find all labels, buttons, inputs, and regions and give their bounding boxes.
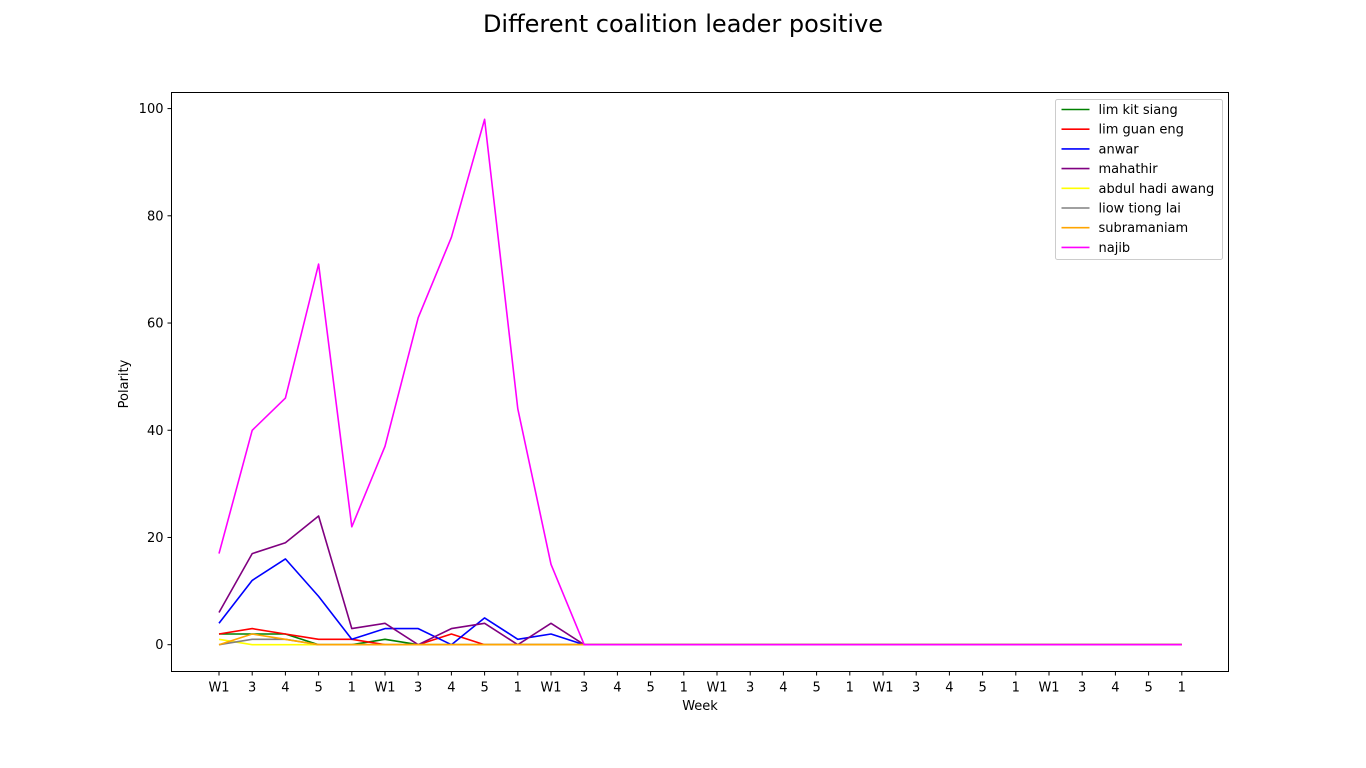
x-tick-label: W1 bbox=[1038, 681, 1059, 696]
x-tick-label: 3 bbox=[414, 681, 422, 696]
legend-label: liow tiong lai bbox=[1099, 202, 1181, 217]
x-tick-label: W1 bbox=[872, 681, 893, 696]
x-tick-label: 5 bbox=[978, 681, 986, 696]
x-tick-label: 3 bbox=[248, 681, 256, 696]
x-tick-label: 1 bbox=[846, 681, 854, 696]
x-tick-label: 5 bbox=[314, 681, 322, 696]
legend: lim kit siang lim guan eng anwar mahathir ab… bbox=[1055, 99, 1223, 260]
series-line-mahathir bbox=[218, 515, 1182, 646]
x-tick-label: 4 bbox=[1111, 681, 1119, 696]
x-tick-label: 3 bbox=[1078, 681, 1086, 696]
x-tick-label: 4 bbox=[613, 681, 621, 696]
legend-label: lim guan eng bbox=[1099, 123, 1184, 138]
legend-box bbox=[1055, 99, 1223, 260]
y-axis-label: Polarity bbox=[117, 359, 132, 408]
x-tick-label: 4 bbox=[447, 681, 455, 696]
x-tick-label: 5 bbox=[812, 681, 820, 696]
x-axis-label: Week bbox=[682, 699, 718, 714]
x-tick-label: 3 bbox=[912, 681, 920, 696]
x-axis: W1 3 4 5 1 W1 3 4 5 1 W1 3 4 5 1 W1 3 4 5 1 W1 3 4 5 1 W1 3 4 5 1 bbox=[208, 671, 1186, 696]
legend-label: mahathir bbox=[1099, 162, 1159, 177]
series-line-anwar bbox=[218, 558, 1182, 646]
y-axis: 0 20 40 60 80 100 bbox=[139, 102, 172, 653]
x-tick-label: 3 bbox=[580, 681, 588, 696]
x-tick-label: 5 bbox=[1144, 681, 1152, 696]
y-tick-label: 60 bbox=[147, 317, 164, 332]
legend-label: najib bbox=[1099, 241, 1131, 256]
x-tick-label: W1 bbox=[706, 681, 727, 696]
x-tick-label: 4 bbox=[281, 681, 289, 696]
x-tick-label: 1 bbox=[514, 681, 522, 696]
x-tick-label: 1 bbox=[1178, 681, 1186, 696]
chart-title: Different coalition leader positive bbox=[482, 10, 884, 38]
y-tick-label: 80 bbox=[147, 209, 164, 224]
y-tick-label: 20 bbox=[147, 531, 164, 546]
plot-lines bbox=[218, 118, 1182, 646]
legend-label: abdul hadi awang bbox=[1099, 182, 1215, 197]
y-tick-label: 40 bbox=[147, 424, 164, 439]
series-line-najib bbox=[218, 118, 1182, 646]
x-tick-label: 5 bbox=[646, 681, 654, 696]
legend-label: anwar bbox=[1099, 142, 1140, 157]
legend-label: lim kit siang bbox=[1099, 103, 1178, 118]
x-tick-label: 1 bbox=[348, 681, 356, 696]
x-tick-label: 4 bbox=[779, 681, 787, 696]
x-tick-label: W1 bbox=[374, 681, 395, 696]
legend-label: subramaniam bbox=[1099, 221, 1189, 236]
x-tick-label: 3 bbox=[746, 681, 754, 696]
x-tick-label: W1 bbox=[208, 681, 229, 696]
x-tick-label: 5 bbox=[480, 681, 488, 696]
y-tick-label: 0 bbox=[155, 638, 163, 653]
x-tick-label: 1 bbox=[680, 681, 688, 696]
x-tick-label: 1 bbox=[1012, 681, 1020, 696]
x-tick-label: W1 bbox=[540, 681, 561, 696]
y-tick-label: 100 bbox=[139, 102, 164, 117]
plot-frame bbox=[171, 92, 1229, 672]
x-tick-label: 4 bbox=[945, 681, 953, 696]
